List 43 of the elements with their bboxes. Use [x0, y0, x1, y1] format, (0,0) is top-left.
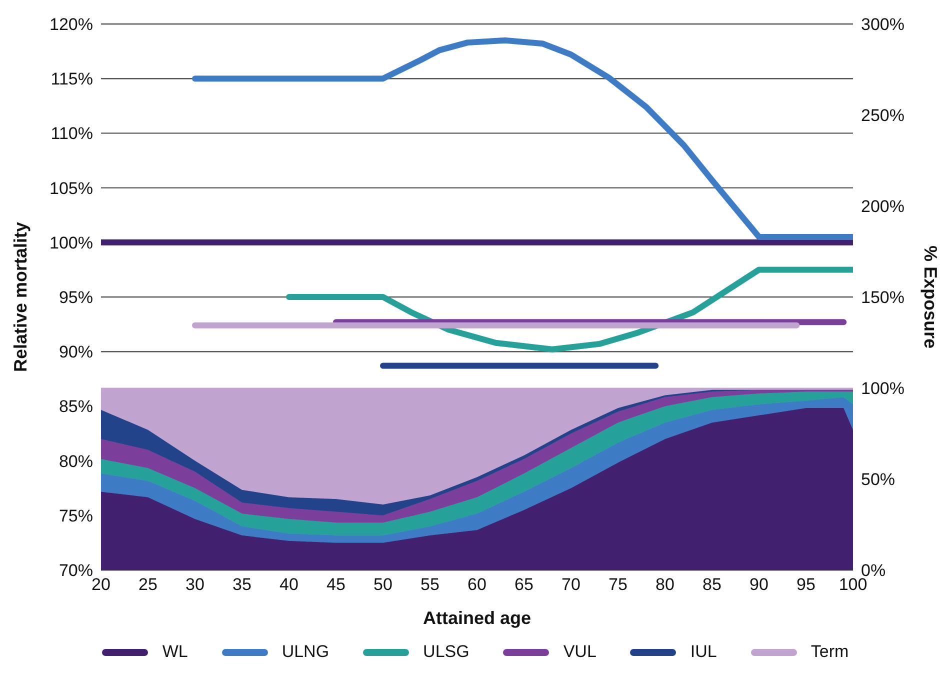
x-tick-label: 100: [838, 575, 868, 594]
x-tick-label: 80: [656, 575, 674, 594]
x-tick-label: 50: [374, 575, 392, 594]
x-tick-label: 30: [186, 575, 204, 594]
x-tick-label: 45: [326, 575, 346, 594]
x-tick-label: 25: [138, 575, 158, 594]
x-tick-label: 90: [750, 575, 768, 594]
y-tick-label: 85%: [58, 397, 93, 416]
y-tick-label: 100%: [50, 233, 93, 252]
x-tick-label: 95: [796, 575, 816, 594]
legend-label: WL: [162, 642, 188, 662]
x-axis-title: Attained age: [422, 608, 532, 628]
y-tick-label: 95%: [58, 288, 93, 308]
x-tick-label: 65: [514, 575, 534, 594]
y2-tick-label: 50%: [861, 470, 896, 490]
y2-tick-label: 150%: [861, 288, 904, 308]
y-tick-label: 120%: [50, 15, 93, 34]
legend-label: ULSG: [423, 642, 470, 662]
x-tick-label: 35: [232, 575, 252, 594]
x-tick-label: 55: [420, 575, 440, 594]
y-tick-label: 70%: [58, 561, 93, 580]
legend-label: IUL: [690, 642, 717, 662]
x-tick-label: 85: [702, 575, 722, 594]
x-tick-label: 70: [562, 575, 580, 594]
x-tick-label: 20: [92, 575, 110, 594]
y2-tick-label: 100%: [861, 379, 904, 398]
x-tick-label: 60: [468, 575, 486, 594]
y2-axis-title: % Exposure: [920, 245, 941, 349]
y2-tick-label: 300%: [861, 15, 904, 34]
legend-label: Term: [810, 642, 849, 662]
y-axis-title: Relative mortality: [10, 222, 30, 372]
y-tick-label: 80%: [58, 452, 93, 471]
y-tick-label: 75%: [58, 506, 93, 526]
legend-label: VUL: [563, 642, 596, 662]
legend-label: ULNG: [282, 642, 330, 662]
y-tick-label: 115%: [50, 70, 93, 89]
x-tick-label: 75: [608, 575, 628, 594]
y-tick-label: 90%: [58, 342, 93, 362]
x-tick-label: 40: [280, 575, 298, 594]
y-tick-label: 110%: [50, 124, 93, 144]
y-tick-label: 105%: [50, 178, 93, 198]
y2-tick-label: 200%: [861, 197, 904, 216]
y2-tick-label: 250%: [861, 106, 904, 126]
